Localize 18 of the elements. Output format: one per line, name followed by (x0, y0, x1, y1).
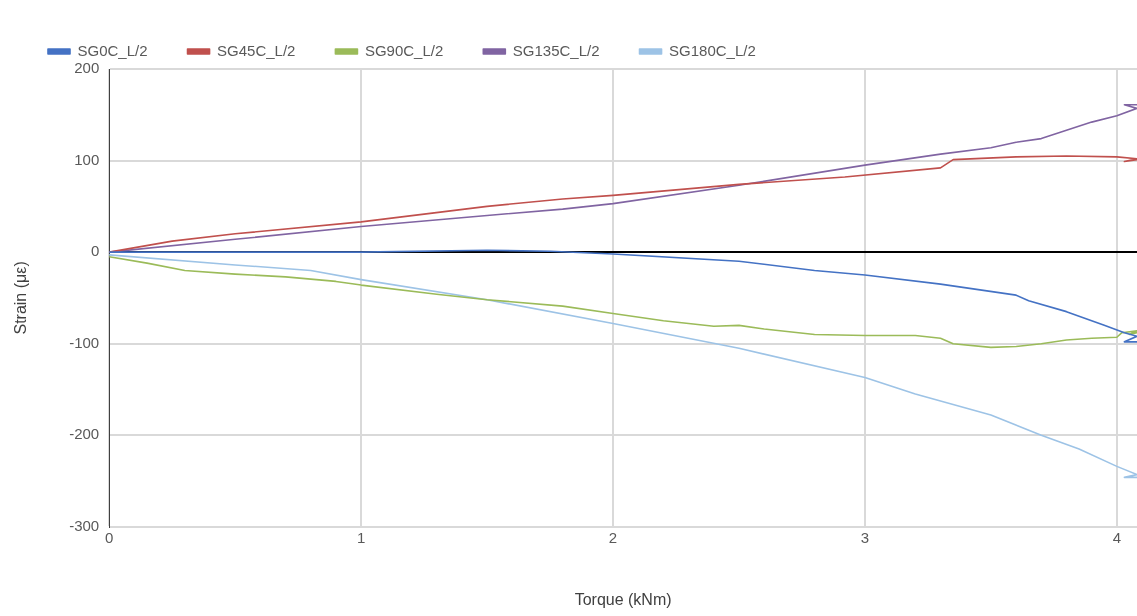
legend-label: SG135C_L/2 (512, 41, 600, 59)
x-axis-title: Torque (kNm) (574, 590, 672, 608)
y-tick-label: -200 (69, 425, 100, 443)
legend-label: SG0C_L/2 (77, 41, 148, 59)
x-tick-label: 1 (356, 528, 366, 546)
x-tick-label: 0 (105, 528, 114, 546)
y-axis-title: Strain (με) (12, 261, 30, 335)
y-tick-label: -100 (69, 333, 100, 351)
y-tick-label: -300 (69, 516, 100, 534)
legend-label: SG180C_L/2 (669, 41, 756, 59)
legend-label: SG90C_L/2 (364, 41, 444, 59)
y-tick-label: 0 (90, 242, 100, 260)
legend-label: SG45C_L/2 (217, 41, 296, 59)
y-tick-label: 100 (74, 150, 100, 168)
x-tick-label: 4 (1112, 528, 1122, 546)
x-tick-label: 2 (608, 528, 618, 546)
y-tick-label: 200 (74, 59, 100, 77)
x-tick-label: 3 (860, 528, 870, 546)
